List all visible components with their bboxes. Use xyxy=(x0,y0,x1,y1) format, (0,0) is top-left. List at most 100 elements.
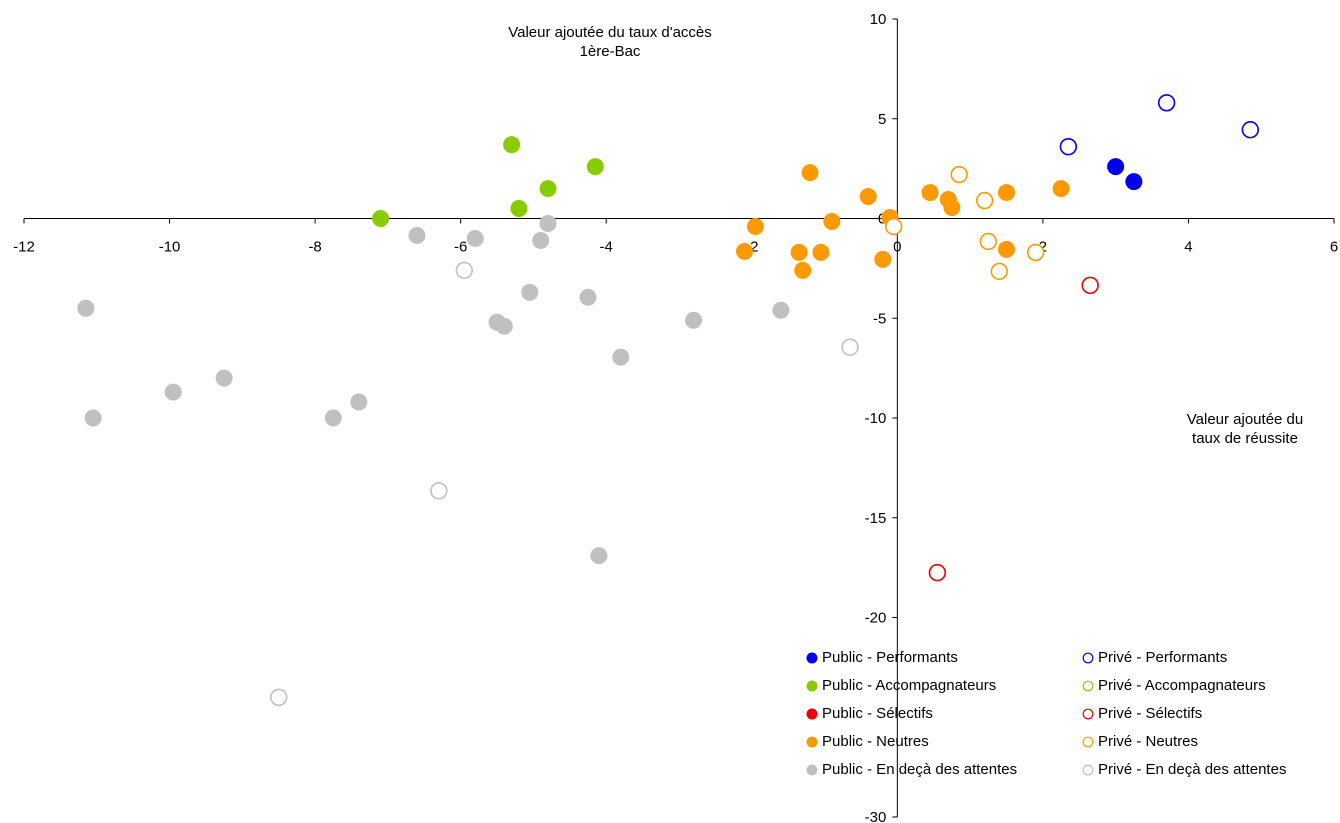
point-public-en-deca-des-attentes xyxy=(77,299,95,317)
legend-label: Privé - Performants xyxy=(1098,649,1228,666)
point-public-neutres xyxy=(943,199,961,217)
legend-item: Public - Performants xyxy=(806,648,958,667)
point-public-accompagnateurs xyxy=(510,200,528,218)
legend-item: Public - Sélectifs xyxy=(806,704,933,723)
x-tick-label: -12 xyxy=(13,239,35,256)
x-tick-label: -8 xyxy=(308,239,321,256)
legend-marker-icon xyxy=(806,736,818,747)
y-tick-label: -10 xyxy=(865,410,887,427)
point-prive-neutres xyxy=(1026,243,1045,262)
point-public-en-deca-des-attentes xyxy=(164,383,182,401)
x-tick-label: 2 xyxy=(1039,239,1047,256)
legend-marker-icon xyxy=(1082,652,1094,663)
point-prive-performants xyxy=(1157,94,1176,112)
point-public-neutres xyxy=(790,243,808,261)
point-public-en-deca-des-attentes xyxy=(84,409,102,427)
legend-item: Privé - Performants xyxy=(1082,648,1227,667)
x-tick-label: -10 xyxy=(159,239,181,256)
point-prive-en-deca-des-attentes xyxy=(270,688,288,706)
legend-marker-icon xyxy=(1082,736,1094,747)
y-tick-label: -20 xyxy=(865,610,887,627)
legend-item: Privé - En deçà des attentes xyxy=(1082,760,1286,779)
point-prive-neutres xyxy=(979,232,998,251)
x-axis-title: Valeur ajoutée du taux de réussite xyxy=(1160,410,1330,448)
x-tick-label: 6 xyxy=(1330,239,1338,256)
legend-marker-icon xyxy=(1082,708,1094,719)
x-tick-label: 0 xyxy=(893,239,901,256)
point-public-en-deca-des-attentes xyxy=(521,283,539,301)
legend-marker-icon xyxy=(806,680,818,691)
axes xyxy=(23,18,1335,818)
y-tick-label: -5 xyxy=(873,310,886,327)
point-public-neutres xyxy=(859,188,877,206)
legend-marker-icon xyxy=(806,652,818,663)
legend-label: Public - En deçà des attentes xyxy=(822,761,1018,778)
point-public-en-deca-des-attentes xyxy=(579,288,597,306)
y-tick-label: -15 xyxy=(865,510,887,527)
point-prive-selectifs xyxy=(928,563,947,582)
legend-label: Privé - Sélectifs xyxy=(1098,705,1203,722)
point-prive-selectifs xyxy=(1081,276,1099,295)
legend-marker-icon xyxy=(806,764,818,775)
x-tick-label: -4 xyxy=(600,239,613,256)
legend-label: Public - Performants xyxy=(822,649,958,666)
legend-marker-icon xyxy=(1082,764,1094,775)
legend-marker-icon xyxy=(1082,680,1094,691)
point-public-en-deca-des-attentes xyxy=(495,317,513,335)
point-prive-neutres xyxy=(950,165,968,184)
point-public-neutres xyxy=(998,240,1015,258)
point-prive-en-deca-des-attentes xyxy=(455,261,474,280)
y-axis-title-line-1: Valeur ajoutée du taux d'accès xyxy=(508,24,712,41)
point-public-en-deca-des-attentes xyxy=(590,547,608,565)
legend-label: Public - Accompagnateurs xyxy=(822,677,997,694)
point-public-en-deca-des-attentes xyxy=(612,348,630,366)
point-public-neutres xyxy=(874,250,892,268)
point-public-neutres xyxy=(801,164,819,182)
x-axis-title-line-1: Valeur ajoutée du xyxy=(1186,411,1304,428)
point-public-neutres xyxy=(823,212,841,230)
point-prive-performants xyxy=(1059,137,1078,156)
y-axis-title-line-2: 1ère-Bac xyxy=(579,43,641,60)
y-tick-label: -30 xyxy=(865,809,887,823)
x-tick-label: 4 xyxy=(1184,239,1192,256)
data-points xyxy=(77,94,1260,706)
legend-item: Privé - Neutres xyxy=(1082,732,1198,751)
legend-item: Privé - Sélectifs xyxy=(1082,704,1202,723)
point-public-neutres xyxy=(794,261,812,279)
point-public-performants xyxy=(1107,158,1125,176)
legend-label: Public - Neutres xyxy=(822,733,929,750)
legend-item: Privé - Accompagnateurs xyxy=(1082,676,1266,695)
point-public-neutres xyxy=(1052,180,1070,198)
point-public-accompagnateurs xyxy=(503,136,521,154)
point-prive-neutres xyxy=(990,262,1008,281)
legend-item: Public - Accompagnateurs xyxy=(806,676,996,695)
point-public-performants xyxy=(1125,173,1143,191)
y-tick-label: 5 xyxy=(878,111,886,128)
point-public-neutres xyxy=(812,243,830,261)
legend-item: Public - En deçà des attentes xyxy=(806,760,1017,779)
x-axis-title-line-2: taux de réussite xyxy=(1192,430,1298,447)
legend-label: Public - Sélectifs xyxy=(822,705,933,722)
point-public-accompagnateurs xyxy=(586,158,604,176)
point-prive-en-deca-des-attentes xyxy=(430,482,448,500)
legend-label: Privé - En deçà des attentes xyxy=(1098,761,1287,778)
point-public-en-deca-des-attentes xyxy=(408,226,426,244)
legend-marker-icon xyxy=(806,708,818,719)
point-public-en-deca-des-attentes xyxy=(772,301,790,319)
y-tick-label: 10 xyxy=(870,11,887,28)
tick-labels: -12-10-8-6-4-202461050-5-10-15-20-30 xyxy=(13,11,1338,823)
point-prive-neutres xyxy=(975,191,994,210)
point-public-en-deca-des-attentes xyxy=(685,311,703,329)
point-prive-neutres xyxy=(884,217,903,236)
point-public-neutres xyxy=(921,184,939,202)
point-public-accompagnateurs xyxy=(539,180,557,198)
point-prive-performants xyxy=(1241,121,1260,139)
point-public-en-deca-des-attentes xyxy=(324,409,342,427)
point-public-neutres xyxy=(746,217,764,235)
point-public-accompagnateurs xyxy=(372,210,390,227)
point-public-en-deca-des-attentes xyxy=(215,369,233,387)
point-public-neutres xyxy=(998,184,1015,202)
y-axis-title: Valeur ajoutée du taux d'accès 1ère-Bac xyxy=(440,23,780,61)
point-public-en-deca-des-attentes xyxy=(466,229,484,247)
